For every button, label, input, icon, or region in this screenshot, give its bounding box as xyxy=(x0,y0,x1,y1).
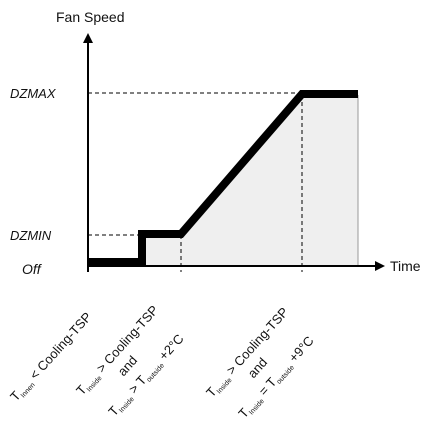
y-axis-title: Fan Speed xyxy=(56,9,125,25)
condition-label-3: TInside > Cooling-TSP and TInside = Tout… xyxy=(203,304,317,421)
level-dzmin: DZMIN xyxy=(10,228,52,243)
level-dzmax: DZMAX xyxy=(10,86,57,101)
svg-text:TInside > Cooling-TSP: TInside > Cooling-TSP xyxy=(203,304,293,401)
level-off: Off xyxy=(22,261,43,277)
shaded-region xyxy=(142,95,358,265)
fan-speed-curve xyxy=(88,90,358,266)
x-axis-title: Time xyxy=(390,258,421,274)
